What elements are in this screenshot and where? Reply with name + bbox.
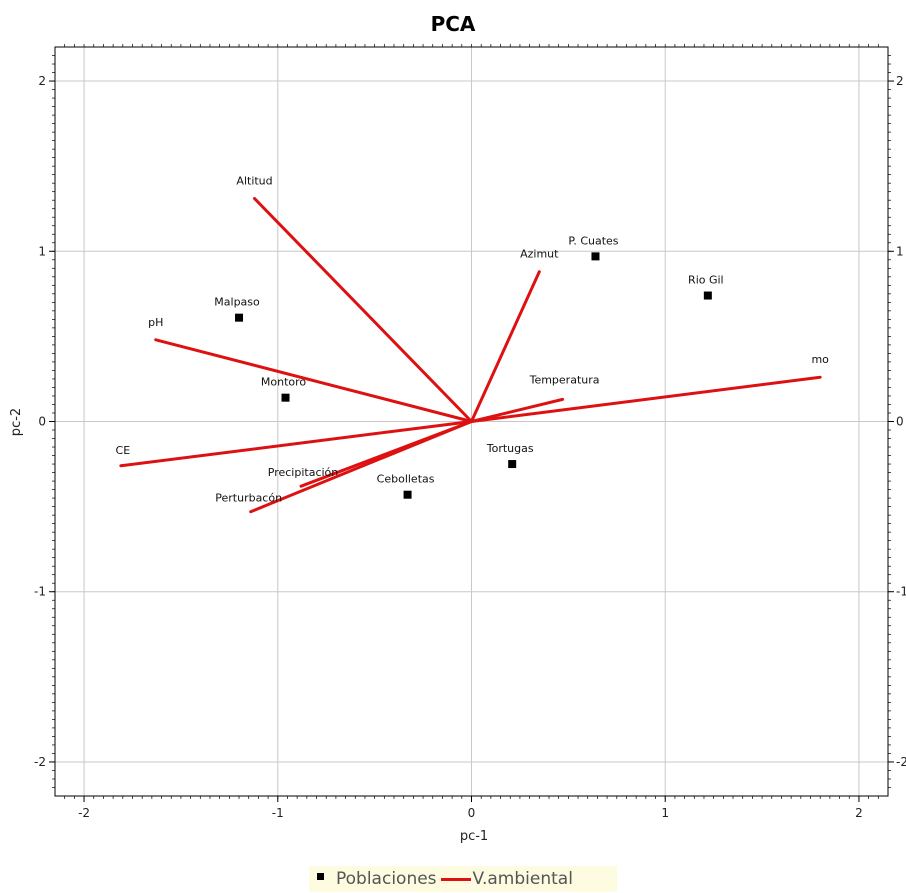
points-layer: P. Cuates Rio Gil Malpaso Montoro Tortugas Ce… xyxy=(214,234,724,499)
point-label: Cebolletas xyxy=(377,473,435,486)
x-tick-label: -2 xyxy=(78,806,90,820)
x-tick-label: 1 xyxy=(661,806,669,820)
y-tick-label: -2 xyxy=(34,755,46,769)
population-point xyxy=(235,313,244,322)
grid xyxy=(55,47,888,796)
vector-label: pH xyxy=(148,316,163,329)
x-tick-label: 2 xyxy=(855,806,863,820)
y-right-tick-label: -2 xyxy=(896,755,906,769)
x-axis-title: pc-1 xyxy=(460,829,488,844)
vector-label: Altitud xyxy=(236,175,272,188)
vector-label: Perturbacón xyxy=(215,492,282,505)
vector-line xyxy=(253,197,473,423)
vector-line xyxy=(470,397,565,423)
vector-line xyxy=(154,338,473,423)
population-point xyxy=(281,393,290,402)
vector-label: mo xyxy=(811,353,829,366)
point-label: Montoro xyxy=(261,376,307,389)
line-marker-icon xyxy=(440,877,471,881)
square-marker-icon xyxy=(317,872,324,880)
legend-label-poblaciones: Poblaciones xyxy=(336,869,437,889)
y-tick-label: -1 xyxy=(34,585,46,599)
population-point xyxy=(591,252,600,261)
y-right-tick-label: 0 xyxy=(896,415,904,429)
y-axis-title: pc-2 xyxy=(9,408,24,436)
y-tick-label: 0 xyxy=(38,415,46,429)
vectors-layer: Altitud Azimut pH mo Temperatura CE Precipitac… xyxy=(116,175,829,514)
chart-title: PCA xyxy=(431,12,476,36)
legend-item-poblaciones: Poblaciones xyxy=(309,869,437,889)
y-tick-label: 2 xyxy=(38,74,46,88)
vector-label: CE xyxy=(116,444,131,457)
tick-labels: -2 -1 0 1 2 -2 -1 0 1 2 -2 -1 0 1 2 xyxy=(34,74,906,820)
y-tick-label: 1 xyxy=(38,244,46,258)
y-right-tick-label: -1 xyxy=(896,585,906,599)
point-label: Tortugas xyxy=(486,442,534,455)
vector-label: Temperatura xyxy=(529,373,600,386)
legend-label-v-ambiental: V.ambiental xyxy=(472,869,573,889)
x-tick-label: -1 xyxy=(272,806,284,820)
vector-line xyxy=(470,375,822,423)
point-label: Malpaso xyxy=(214,296,260,309)
population-point xyxy=(703,291,712,300)
population-point xyxy=(403,490,412,499)
x-tick-label: 0 xyxy=(468,806,476,820)
axis-ticks xyxy=(49,44,894,802)
point-label: Rio Gil xyxy=(688,274,724,287)
vector-label: Azimut xyxy=(520,248,559,261)
vector-line xyxy=(249,420,473,514)
y-right-tick-label: 1 xyxy=(896,244,904,258)
vector-line xyxy=(119,420,473,468)
point-label: P. Cuates xyxy=(568,234,618,247)
vector-line xyxy=(470,270,541,423)
legend-item-v-ambiental: V.ambiental xyxy=(437,869,573,889)
vector-label: Precipitación xyxy=(268,466,339,479)
y-right-tick-label: 2 xyxy=(896,74,904,88)
legend: Poblaciones V.ambiental xyxy=(309,866,617,892)
population-point xyxy=(508,460,517,469)
